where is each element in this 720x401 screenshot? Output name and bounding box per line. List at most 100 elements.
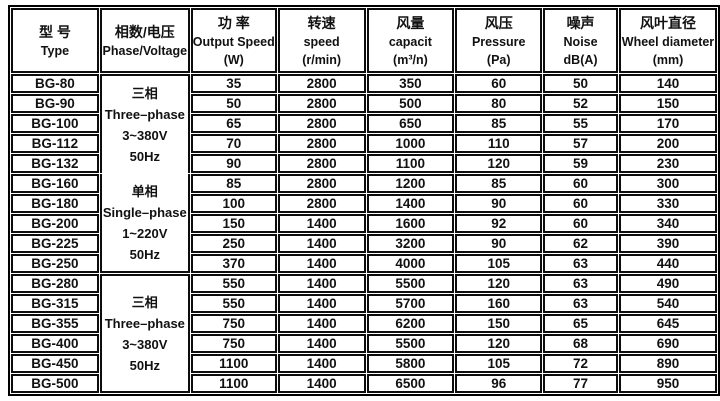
table-row: BG-280 三相 Three–phase 3~380V 50Hz 550 1400 5500… xyxy=(11,274,717,393)
model-cell: BG-500 xyxy=(11,374,99,393)
power-cell: 90 xyxy=(190,154,277,173)
col-header-zh: 相数/电压 xyxy=(114,23,175,40)
col-header-pressure: 风压 Pressure (Pa) xyxy=(455,8,543,73)
power-cell: 70 xyxy=(190,134,277,153)
col-header-phase-voltage: 相数/电压 Phase/Voltage xyxy=(99,8,190,73)
speed-cell: 2800 xyxy=(277,174,366,193)
wheel-diameter-cell: 150 xyxy=(618,94,717,113)
phase-voltage-line: 50Hz xyxy=(129,246,160,262)
noise-cell: 65 xyxy=(543,314,618,333)
model-cell: BG-400 xyxy=(11,334,99,353)
model-cell: BG-225 xyxy=(11,234,99,253)
capacity-cell: 1400 xyxy=(366,194,455,213)
pressure-cell: 92 xyxy=(455,214,543,233)
table-row: BG-225 250 1400 3200 90 62 390 xyxy=(11,234,717,253)
phase-voltage-line: 三相 xyxy=(131,85,158,101)
col-header-power: 功 率 Output Speed (W) xyxy=(190,8,277,73)
pressure-cell: 60 xyxy=(455,74,543,93)
noise-cell: 63 xyxy=(543,294,618,313)
model-cell: BG-450 xyxy=(11,354,99,373)
noise-cell: 63 xyxy=(543,254,618,273)
pressure-cell: 90 xyxy=(455,194,543,213)
table-row: BG-132 90 2800 1100 120 59 230 xyxy=(11,154,717,173)
spec-table-header: 型 号 Type 相数/电压 Phase/Voltage 功 率 Output … xyxy=(11,8,717,73)
pressure-cell: 96 xyxy=(455,374,543,393)
col-header-zh: 转速 xyxy=(307,14,336,31)
wheel-diameter-cell: 170 xyxy=(618,114,717,133)
speed-cell: 2800 xyxy=(277,114,366,133)
power-cell: 550 xyxy=(190,274,277,293)
table-row: BG-250 370 1400 4000 105 63 440 xyxy=(11,254,717,273)
power-cell: 85 xyxy=(190,174,277,193)
speed-cell: 1400 xyxy=(277,214,366,233)
wheel-diameter-cell: 200 xyxy=(618,134,717,153)
noise-cell: 77 xyxy=(543,374,618,393)
col-header-unit: (m³/n) xyxy=(393,52,428,67)
table-row: BG-500 1100 1400 6500 96 77 950 xyxy=(11,374,717,393)
col-header-en: Noise xyxy=(563,34,598,49)
speed-cell: 1400 xyxy=(277,314,366,333)
noise-cell: 72 xyxy=(543,354,618,373)
col-header-en: capacit xyxy=(388,34,432,49)
speed-cell: 1400 xyxy=(277,234,366,253)
model-cell: BG-200 xyxy=(11,214,99,233)
spec-table-body: BG-80 三相 Three–phase 3~380V 50Hz 35 2800 350 60 5… xyxy=(11,74,717,393)
col-header-unit: (r/min) xyxy=(302,52,342,67)
phase-voltage-line: Single–phase xyxy=(102,204,187,220)
capacity-cell: 1200 xyxy=(366,174,455,193)
table-row: BG-200 150 1400 1600 92 60 340 xyxy=(11,214,717,233)
wheel-diameter-cell: 140 xyxy=(618,74,717,93)
col-header-zh: 功 率 xyxy=(217,14,250,31)
noise-cell: 62 xyxy=(543,234,618,253)
col-header-capacity: 风量 capacit (m³/n) xyxy=(366,8,455,73)
pressure-cell: 120 xyxy=(455,274,543,293)
table-row: BG-100 65 2800 650 85 55 170 xyxy=(11,114,717,133)
wheel-diameter-cell: 690 xyxy=(618,334,717,353)
speed-cell: 1400 xyxy=(277,274,366,293)
capacity-cell: 5800 xyxy=(366,354,455,373)
col-header-en: Pressure xyxy=(471,34,526,49)
wheel-diameter-cell: 340 xyxy=(618,214,717,233)
table-row: BG-160 单相 Single–phase 1~220V 50Hz 85 2800 1200… xyxy=(11,174,717,273)
speed-cell: 1400 xyxy=(277,254,366,273)
wheel-diameter-cell: 645 xyxy=(618,314,717,333)
col-header-wheel-diameter: 风叶直径 Wheel diameter (mm) xyxy=(618,8,717,73)
model-cell: BG-100 xyxy=(11,114,99,133)
noise-cell: 63 xyxy=(543,274,618,293)
pressure-cell: 150 xyxy=(455,314,543,333)
pressure-cell: 120 xyxy=(455,334,543,353)
power-cell: 100 xyxy=(190,194,277,213)
noise-cell: 68 xyxy=(543,334,618,353)
power-cell: 250 xyxy=(190,234,277,253)
noise-cell: 55 xyxy=(543,114,618,133)
phase-voltage-cell: 三相 Three–phase 3~380V 50Hz xyxy=(99,274,190,393)
pressure-cell: 85 xyxy=(455,174,543,193)
table-row: BG-112 70 2800 1000 110 57 200 xyxy=(11,134,717,153)
speed-cell: 2800 xyxy=(277,154,366,173)
col-header-zh: 风压 xyxy=(484,14,513,31)
header-row: 型 号 Type 相数/电压 Phase/Voltage 功 率 Output … xyxy=(11,8,717,73)
speed-cell: 2800 xyxy=(277,194,366,213)
wheel-diameter-cell: 230 xyxy=(618,154,717,173)
capacity-cell: 3200 xyxy=(366,234,455,253)
phase-voltage-line: 3~380V xyxy=(122,127,168,143)
power-cell: 550 xyxy=(190,294,277,313)
power-cell: 750 xyxy=(190,334,277,353)
col-header-zh: 风量 xyxy=(396,14,425,31)
model-cell: BG-160 xyxy=(11,174,99,193)
table-row: BG-90 50 2800 500 80 52 150 xyxy=(11,94,717,113)
speed-cell: 1400 xyxy=(277,334,366,353)
speed-cell: 2800 xyxy=(277,74,366,93)
table-row: BG-400 750 1400 5500 120 68 690 xyxy=(11,334,717,353)
power-cell: 150 xyxy=(190,214,277,233)
capacity-cell: 1000 xyxy=(366,134,455,153)
col-header-en: Output Speed xyxy=(192,34,275,49)
col-header-unit: dB(A) xyxy=(563,52,598,67)
capacity-cell: 6500 xyxy=(366,374,455,393)
power-cell: 1100 xyxy=(190,374,277,393)
capacity-cell: 5700 xyxy=(366,294,455,313)
noise-cell: 59 xyxy=(543,154,618,173)
wheel-diameter-cell: 390 xyxy=(618,234,717,253)
wheel-diameter-cell: 330 xyxy=(618,194,717,213)
